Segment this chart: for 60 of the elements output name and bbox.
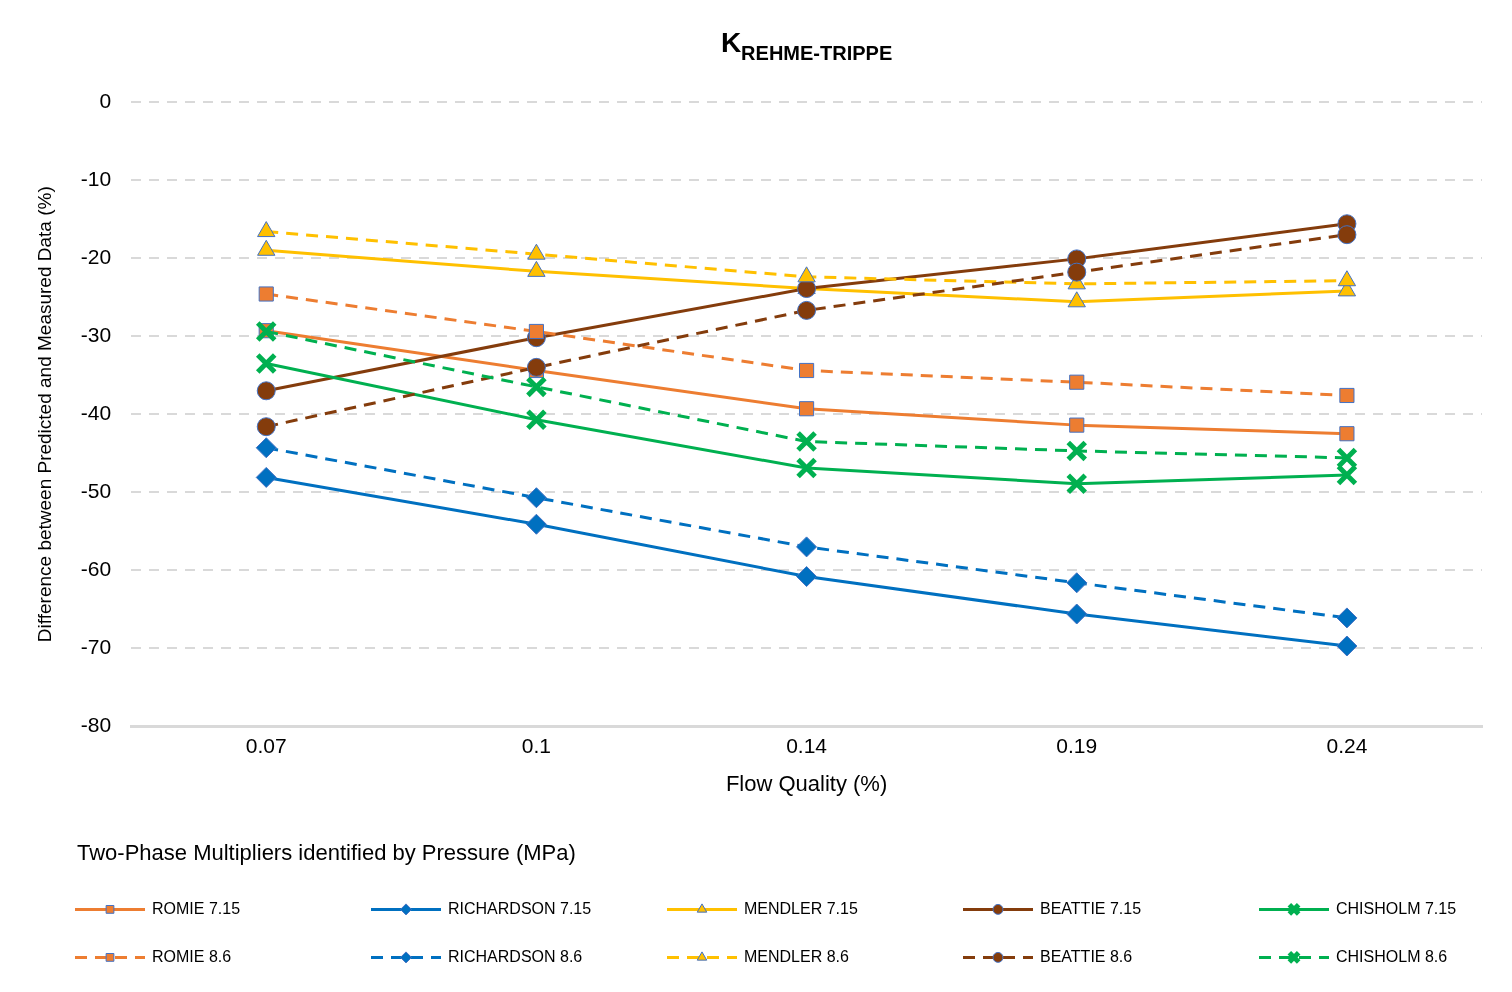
point [1067, 262, 1087, 282]
point [796, 536, 818, 558]
point [525, 487, 547, 509]
point [257, 221, 276, 238]
point [795, 457, 818, 480]
legend-label: MENDLER 8.6 [744, 947, 850, 965]
y-tick-label: -40 [80, 401, 112, 424]
legend-label: ROMIE 7.15 [152, 899, 241, 917]
legend-label: CHISHOLM 7.15 [1336, 899, 1457, 917]
point [525, 408, 548, 431]
point [1336, 607, 1358, 629]
point [256, 381, 276, 401]
x-tick-label: 0.24 [1326, 733, 1368, 757]
point [1336, 635, 1358, 657]
point [1069, 374, 1085, 390]
legend-label: ROMIE 8.6 [152, 947, 232, 965]
point [255, 466, 277, 488]
point [1065, 439, 1088, 462]
y-tick-label: 0 [99, 88, 112, 112]
point [799, 362, 815, 379]
point [526, 357, 546, 377]
point [1339, 387, 1355, 404]
y-tick-label: -70 [80, 635, 112, 659]
point [528, 323, 544, 340]
point [525, 375, 548, 398]
point [796, 566, 818, 588]
point [256, 417, 276, 437]
legend-label: MENDLER 7.15 [744, 899, 858, 917]
y-tick-label: -10 [80, 166, 112, 190]
legend-label: RICHARDSON 7.15 [448, 899, 592, 917]
y-tick-label: -20 [80, 244, 112, 268]
point [1066, 603, 1088, 625]
x-tick-label: 0.19 [1056, 733, 1098, 757]
point [1069, 417, 1085, 433]
point [258, 286, 274, 302]
legend-label: RICHARDSON 8.6 [448, 947, 583, 965]
legend-label: CHISHOLM 8.6 [1336, 947, 1448, 965]
point [795, 430, 818, 453]
y-tick-label: -80 [80, 713, 112, 737]
point [1066, 572, 1088, 594]
x-axis-title: Flow Quality (%) [725, 770, 888, 796]
x-tick-label: 0.14 [786, 733, 828, 757]
legend-label: BEATTIE 8.6 [1040, 947, 1133, 965]
y-tick-label: -60 [80, 557, 112, 581]
point [255, 352, 278, 375]
x-tick-label: 0.07 [245, 733, 287, 757]
point [1339, 426, 1355, 442]
legend-label: BEATTIE 7.15 [1040, 899, 1142, 917]
legend-title: Two-Phase Multipliers identified by Pressure (MPa) [77, 840, 576, 866]
x-tick-label: 0.1 [521, 733, 552, 757]
point [1337, 225, 1357, 245]
y-tick-label: -30 [80, 322, 112, 346]
point [797, 300, 817, 320]
point [255, 437, 277, 459]
point [797, 279, 817, 299]
point [799, 401, 815, 417]
y-axis-title: Difference between Predicted and Measured Data (%) [33, 186, 55, 643]
point [1065, 472, 1088, 495]
y-tick-label: -50 [80, 479, 112, 503]
point [525, 513, 547, 535]
